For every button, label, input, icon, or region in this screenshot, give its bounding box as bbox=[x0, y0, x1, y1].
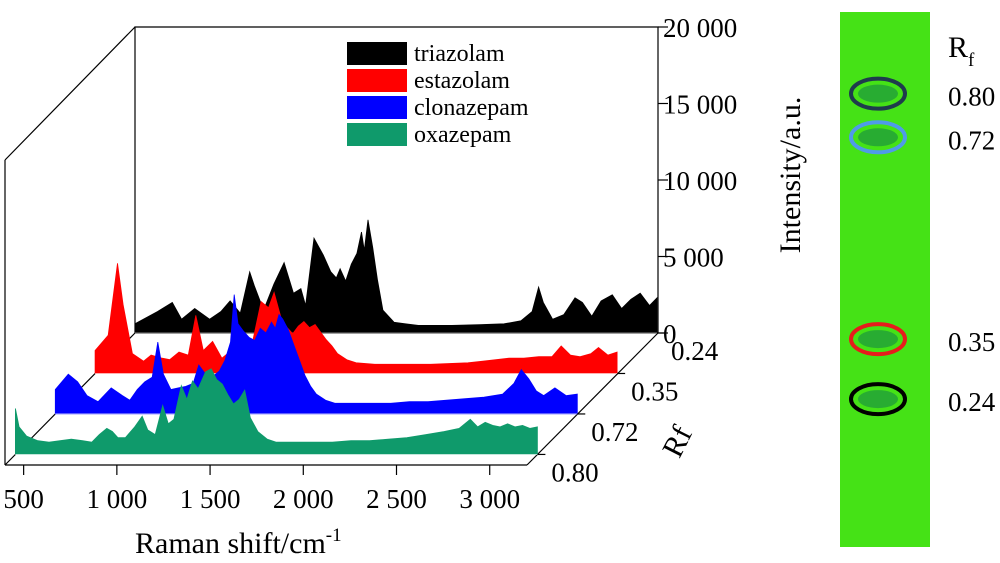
z-tick-label: 0.72 bbox=[591, 417, 638, 447]
tlc-spot-core bbox=[858, 330, 898, 349]
tlc-spot-ring bbox=[849, 382, 907, 417]
plate-spots bbox=[849, 76, 907, 417]
z-axis-line bbox=[526, 332, 659, 466]
plate-rf-labels: 0.80 0.72 0.35 0.24 bbox=[948, 82, 996, 417]
series-area-estazolam bbox=[94, 263, 618, 374]
tlc-spot-ring bbox=[849, 76, 907, 111]
z-tick-label: 0.80 bbox=[551, 457, 598, 487]
legend-label-estazolam: estazolam bbox=[414, 68, 510, 94]
x-axis-label: Raman shift/cm-1 bbox=[135, 525, 342, 560]
x-tick-label: 2 000 bbox=[273, 484, 334, 514]
legend-swatch-triazolam bbox=[347, 42, 407, 65]
plate-rf-label: 0.80 bbox=[948, 82, 995, 112]
x-axis-ticks: 500 1 000 1 500 2 000 2 500 3 000 bbox=[3, 465, 520, 514]
x-axis-label-base: Raman shift/cm bbox=[135, 527, 326, 560]
z-axis-ticks: 0.24 0.35 0.72 0.80 bbox=[537, 332, 719, 487]
z-tick-label: 0.24 bbox=[671, 336, 719, 366]
series-area-clonazepam bbox=[54, 294, 578, 415]
tlc-spot-ring bbox=[849, 120, 907, 155]
top-edge-left bbox=[4, 26, 136, 161]
y-tick-label: 10 000 bbox=[663, 166, 737, 196]
tlc-plate: Rf 0.80 0.72 0.35 0.24 bbox=[840, 12, 996, 547]
tlc-spot bbox=[849, 120, 907, 155]
y-axis-label: Intensity/a.u. bbox=[774, 97, 807, 254]
tlc-spot bbox=[849, 382, 907, 417]
legend-swatch-oxazepam bbox=[347, 123, 407, 146]
tlc-spot bbox=[849, 322, 907, 357]
y-tick-label: 5 000 bbox=[663, 243, 724, 273]
tlc-spot bbox=[849, 76, 907, 111]
z-tick-label: 0.35 bbox=[631, 376, 678, 406]
x-tick-label: 1 000 bbox=[86, 484, 147, 514]
plate-rf-header-base: R bbox=[948, 31, 968, 64]
legend-swatch-estazolam bbox=[347, 69, 407, 92]
y-tick-label: 15 000 bbox=[663, 90, 737, 120]
legend-label-oxazepam: oxazepam bbox=[414, 122, 512, 148]
plate-rf-label: 0.24 bbox=[948, 387, 996, 417]
tlc-spot-core bbox=[858, 84, 898, 103]
tlc-spot-core bbox=[858, 390, 898, 409]
plate-rf-label: 0.35 bbox=[948, 327, 995, 357]
z-axis-label: Rf bbox=[656, 421, 699, 463]
x-tick-label: 2 500 bbox=[366, 484, 427, 514]
x-tick-label: 500 bbox=[3, 484, 44, 514]
waterfall-chart: 0 5 000 10 000 15 000 20 000 500 1 000 1 500 2 … bbox=[3, 13, 807, 560]
plate-rf-header-subscript: f bbox=[968, 50, 975, 71]
tlc-spot-core bbox=[858, 128, 898, 147]
legend-label-clonazepam: clonazepam bbox=[414, 95, 529, 121]
y-tick-label: 0 bbox=[663, 319, 677, 349]
legend-swatch-clonazepam bbox=[347, 96, 407, 119]
y-axis-ticks: 0 5 000 10 000 15 000 20 000 bbox=[658, 13, 737, 349]
tlc-spot-ring bbox=[849, 322, 907, 357]
legend-label-triazolam: triazolam bbox=[414, 41, 505, 67]
plate-rf-label: 0.72 bbox=[948, 125, 995, 155]
y-tick-label: 20 000 bbox=[663, 13, 737, 43]
series-area-oxazepam bbox=[15, 368, 538, 455]
x-axis-label-superscript: -1 bbox=[326, 525, 342, 546]
series-layer bbox=[15, 219, 658, 455]
x-tick-label: 3 000 bbox=[459, 484, 520, 514]
x-tick-label: 1 500 bbox=[180, 484, 241, 514]
series-area-triazolam bbox=[134, 219, 658, 334]
plate-rf-header: Rf bbox=[948, 31, 975, 71]
